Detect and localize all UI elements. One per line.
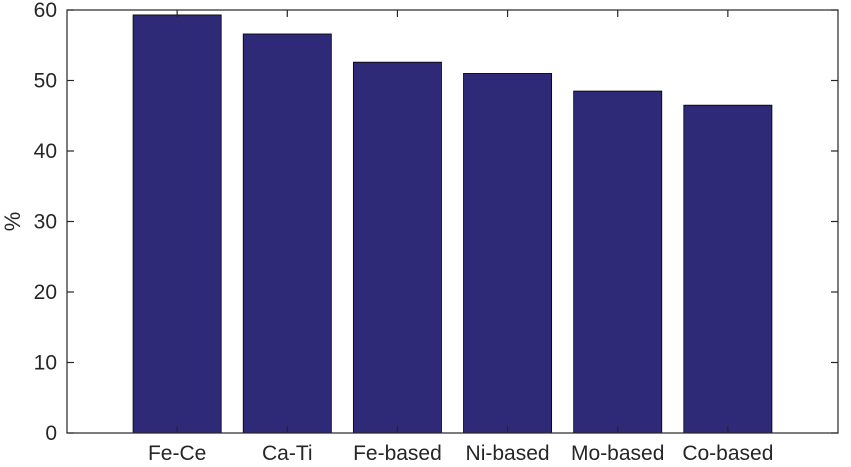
bar-fe-ce — [132, 14, 222, 434]
y-tick-label: 40 — [34, 140, 57, 163]
y-ticks-group: 0 10 20 30 40 50 60 — [34, 0, 838, 445]
x-tick-label: Ni-based — [466, 442, 550, 465]
x-tick-label: Mo-based — [571, 442, 664, 465]
y-tick-label: 20 — [34, 281, 57, 304]
bar-fe-based — [352, 61, 442, 434]
y-tick-label: 10 — [34, 352, 57, 375]
y-tick-label: 30 — [34, 211, 57, 234]
x-labels-group: Fe-Ce Ca-Ti Fe-based Ni-based Mo-based Co-bas… — [148, 10, 773, 465]
x-tick-label: Fe-Ce — [148, 442, 206, 465]
x-tick-label: Fe-based — [353, 442, 442, 465]
bar-ca-ti — [242, 33, 332, 434]
y-axis-label: % — [0, 212, 25, 232]
bar-co-based — [683, 104, 773, 434]
bar-mo-based — [573, 90, 663, 434]
y-tick-label: 60 — [34, 0, 57, 22]
x-tick-label: Co-based — [682, 442, 773, 465]
bar-ni-based — [463, 73, 553, 434]
bars-group — [132, 14, 773, 434]
y-tick-label: 50 — [34, 70, 57, 93]
y-tick-label: 0 — [45, 422, 57, 445]
x-tick-label: Ca-Ti — [262, 442, 313, 465]
